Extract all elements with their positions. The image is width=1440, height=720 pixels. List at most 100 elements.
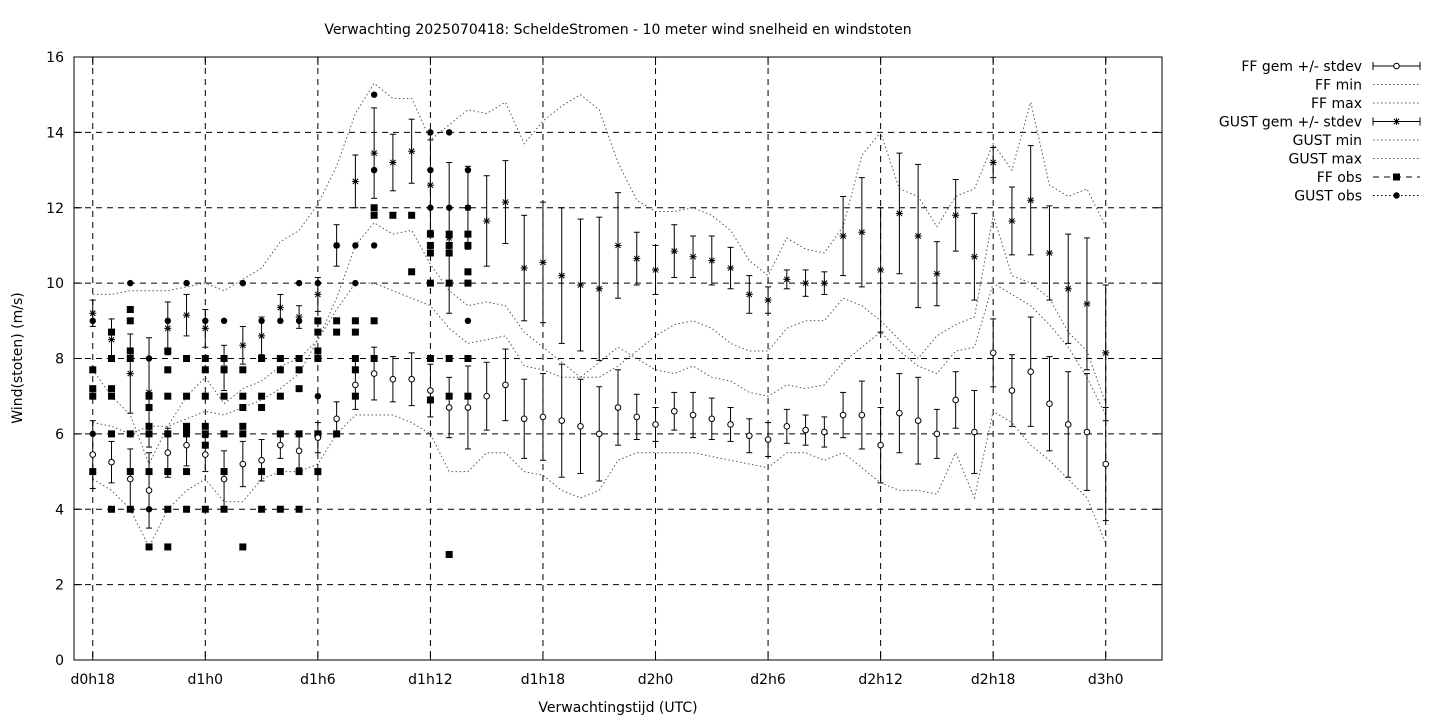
ff-obs-point <box>408 211 416 219</box>
legend-marker <box>1393 192 1400 199</box>
ff-mean-point <box>1027 368 1034 375</box>
gust-obs-point <box>427 166 434 174</box>
ff-obs-point <box>239 366 247 374</box>
legend-label: GUST max <box>1289 152 1363 168</box>
ff-obs-point <box>426 241 434 249</box>
ff-obs-point <box>295 505 303 513</box>
ff-obs-point <box>164 347 172 355</box>
gust-obs-point <box>427 129 434 136</box>
ff-obs-point <box>126 355 134 362</box>
ff-obs-point <box>426 396 434 404</box>
ff-obs-point <box>108 385 116 393</box>
gust-obs-point <box>183 279 190 287</box>
y-tick-label: 14 <box>46 125 64 141</box>
series-line <box>92 215 1107 466</box>
ff-obs-point <box>183 505 191 513</box>
gust-mean-point <box>783 275 791 283</box>
gust-obs-point <box>164 317 171 325</box>
gust-obs-point <box>277 430 284 438</box>
gust-obs-point <box>183 355 190 362</box>
legend-label: GUST gem +/- stdev <box>1219 115 1362 131</box>
x-tick-label: d1h18 <box>521 672 565 688</box>
ff-obs-point <box>314 317 322 325</box>
ff-obs-point <box>126 306 134 314</box>
gust-mean-point <box>501 198 509 206</box>
ff-obs-point <box>445 241 453 249</box>
ff-obs-point <box>295 355 303 362</box>
ff-mean-point <box>464 404 472 411</box>
legend-label: FF obs <box>1317 170 1362 186</box>
gust-mean-point <box>295 313 303 321</box>
ff-mean-point <box>520 415 528 423</box>
ff-obs-point <box>201 441 209 449</box>
gust-mean-point <box>576 281 584 289</box>
ff-obs-point <box>164 392 172 400</box>
gust-mean-point <box>108 336 116 344</box>
ff-obs-point <box>183 430 191 438</box>
ff-mean-point <box>183 441 190 449</box>
gust-mean-point <box>745 290 753 298</box>
gust-obs-point <box>370 91 378 98</box>
y-tick-label: 10 <box>46 276 64 292</box>
ff-mean-point <box>764 436 772 443</box>
gust-obs-point <box>445 204 453 211</box>
ff-obs-point <box>108 430 116 438</box>
ff-mean-point <box>914 417 922 424</box>
ff-obs-point <box>201 355 209 362</box>
gust-mean-point <box>1045 249 1053 257</box>
ff-mean-point <box>445 404 453 411</box>
ff-obs-point <box>258 505 266 513</box>
gust-mean-point <box>314 290 322 298</box>
gust-obs-point <box>295 279 303 287</box>
series-markers <box>89 147 1110 494</box>
ff-mean-point <box>839 411 847 419</box>
gust-mean-point <box>408 147 416 155</box>
gust-mean-point <box>89 309 97 317</box>
ff-obs-point <box>89 468 97 476</box>
ff-obs-point <box>370 211 378 219</box>
ff-obs-point <box>183 426 191 434</box>
gust-obs-point <box>145 506 153 513</box>
x-tick-label: d2h6 <box>750 672 786 688</box>
ff-mean-point <box>971 428 978 436</box>
ff-obs-point <box>126 317 134 325</box>
y-tick-label: 12 <box>46 201 64 217</box>
x-tick-label: d2h18 <box>971 672 1015 688</box>
gust-mean-point <box>670 247 678 255</box>
ff-mean-point <box>277 441 284 449</box>
ff-obs-point <box>89 385 97 393</box>
ff-mean-point <box>614 404 622 411</box>
y-tick-label: 2 <box>55 578 64 594</box>
ff-mean-point <box>558 417 566 424</box>
gust-mean-point <box>1083 300 1091 308</box>
ff-obs-point <box>333 430 341 438</box>
ff-obs-point <box>258 403 266 411</box>
ff-mean-point <box>633 413 641 421</box>
ff-obs-point <box>351 392 359 400</box>
gust-obs-point <box>220 317 228 325</box>
ff-obs-point <box>201 430 209 438</box>
gust-mean-point <box>276 304 284 312</box>
ff-mean-point <box>202 451 209 458</box>
gust-mean-point <box>1064 285 1072 293</box>
ff-obs-point <box>445 550 453 558</box>
ff-obs-point <box>351 317 359 325</box>
ff-obs-point <box>314 468 322 476</box>
ff-mean-point <box>89 451 97 458</box>
ff-obs-point <box>426 230 434 238</box>
ff-obs-point <box>239 403 247 411</box>
ff-mean-point <box>370 370 378 377</box>
x-tick-label: d0h18 <box>71 672 115 688</box>
ff-mean-point <box>727 421 734 428</box>
ff-obs-point <box>239 543 247 551</box>
ff-obs-point <box>164 366 172 374</box>
ff-obs-point <box>314 355 322 362</box>
ff-mean-point <box>539 413 547 421</box>
ff-obs-point <box>314 430 322 438</box>
series-lines <box>92 82 1107 549</box>
ff-obs-point <box>445 230 453 238</box>
ff-obs-point <box>145 430 153 438</box>
ff-mean-point <box>670 407 678 415</box>
ff-obs-point <box>126 430 134 438</box>
gust-obs-point <box>202 317 209 325</box>
